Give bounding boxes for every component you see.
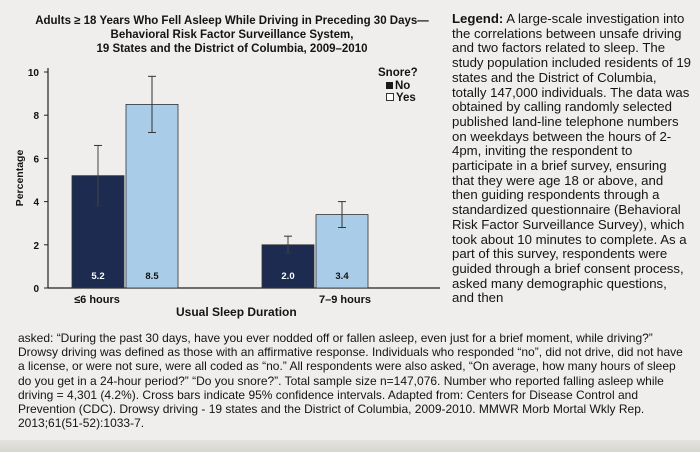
legend-label-yes: Yes: [396, 92, 416, 104]
legend-title: Snore?: [378, 67, 418, 79]
chart-title: Adults ≥ 18 Years Who Fell Asleep While …: [22, 14, 442, 56]
y-tick-label-3: 6: [33, 154, 39, 165]
bar-value-label-yes-0: 8.5: [145, 271, 159, 282]
y-tick-label-0: 0: [33, 284, 39, 295]
legend-swatch-no: [386, 81, 393, 89]
chart-title-line-2: Behavioral Risk Factor Surveillance Syst…: [110, 29, 354, 41]
legend-description-body: A large-scale investigation into the cor…: [452, 11, 692, 306]
legend-swatch-yes: [386, 93, 394, 101]
legend-description-label: Legend:: [452, 11, 504, 26]
bar-value-label-yes-1: 3.4: [335, 271, 349, 282]
y-tick-label-2: 4: [33, 198, 39, 209]
page-edge: [0, 440, 700, 452]
chart-title-line-3: 19 States and the District of Columbia, …: [96, 43, 368, 55]
legend-label-no: No: [395, 79, 411, 92]
y-tick-label-1: 2: [33, 241, 39, 252]
y-axis-label: Percentage: [14, 149, 26, 207]
bar-value-label-no-0: 5.2: [91, 271, 104, 282]
y-tick-label-5: 10: [28, 68, 40, 79]
legend-item-no: No: [378, 80, 418, 93]
chart-legend: Snore? No Yes: [378, 67, 418, 105]
legend-description: Legend: A large-scale investigation into…: [452, 11, 692, 306]
figure-caption: asked: “During the past 30 days, have yo…: [18, 331, 683, 431]
chart-title-line-1: Adults ≥ 18 Years Who Fell Asleep While …: [35, 15, 429, 27]
x-category-label-1: 7–9 hours: [319, 294, 371, 306]
legend-item-yes: Yes: [378, 92, 418, 105]
x-axis-label: Usual Sleep Duration: [176, 305, 297, 319]
bar-value-label-no-1: 2.0: [281, 271, 294, 282]
bar-yes-0: [125, 104, 179, 289]
bar-yes-1: [315, 214, 369, 289]
y-tick-label-4: 8: [33, 111, 39, 122]
x-category-label-0: ≤6 hours: [74, 294, 120, 306]
